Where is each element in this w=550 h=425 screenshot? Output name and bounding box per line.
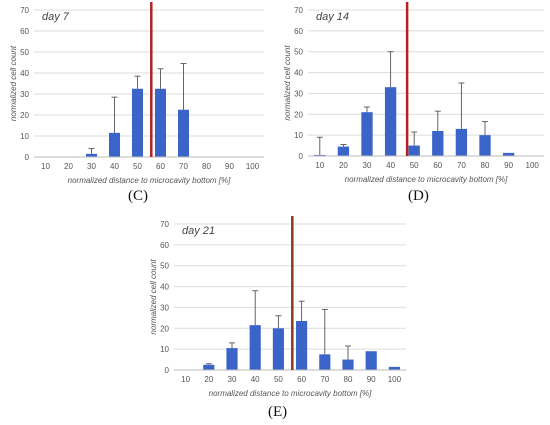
bar bbox=[455, 128, 468, 156]
bar bbox=[177, 109, 190, 157]
y-tick-label: 40 bbox=[20, 69, 29, 78]
bar bbox=[85, 153, 98, 157]
x-tick-label: 40 bbox=[110, 162, 119, 171]
bar bbox=[479, 135, 491, 156]
x-tick-label: 10 bbox=[181, 375, 190, 384]
panel-label-e: (E) bbox=[268, 404, 288, 420]
bar bbox=[226, 348, 238, 370]
bar bbox=[319, 354, 331, 370]
bar bbox=[388, 366, 400, 370]
x-tick-label: 30 bbox=[363, 161, 372, 170]
y-tick-label: 60 bbox=[294, 27, 303, 36]
y-tick-label: 30 bbox=[20, 90, 29, 99]
x-tick-label: 70 bbox=[179, 162, 188, 171]
y-tick-label: 70 bbox=[20, 6, 29, 15]
x-axis-label: normalized distance to microcavity botto… bbox=[68, 176, 232, 185]
y-tick-label: 10 bbox=[20, 132, 29, 141]
x-tick-label: 60 bbox=[297, 375, 306, 384]
y-tick-label: 40 bbox=[160, 283, 169, 292]
bar bbox=[361, 112, 373, 156]
bar bbox=[342, 359, 354, 370]
x-tick-label: 80 bbox=[344, 375, 353, 384]
bar bbox=[108, 132, 121, 157]
y-tick-label: 20 bbox=[20, 111, 29, 120]
bar bbox=[296, 320, 308, 370]
x-tick-label: 30 bbox=[87, 162, 96, 171]
x-tick-label: 60 bbox=[156, 162, 165, 171]
y-tick-label: 60 bbox=[160, 241, 169, 250]
x-tick-label: 60 bbox=[433, 161, 442, 170]
y-tick-label: 20 bbox=[160, 324, 169, 333]
y-tick-label: 30 bbox=[160, 303, 169, 312]
x-tick-label: 100 bbox=[526, 161, 540, 170]
y-tick-label: 10 bbox=[160, 345, 169, 354]
x-tick-label: 40 bbox=[386, 161, 395, 170]
bar bbox=[314, 154, 326, 156]
x-tick-label: 30 bbox=[228, 375, 237, 384]
panel-label-d: (D) bbox=[408, 188, 429, 204]
x-tick-label: 100 bbox=[246, 162, 260, 171]
y-tick-label: 0 bbox=[165, 366, 170, 375]
x-tick-label: 40 bbox=[251, 375, 260, 384]
bar bbox=[384, 87, 397, 156]
y-tick-label: 40 bbox=[294, 69, 303, 78]
bar bbox=[272, 328, 284, 370]
y-tick-label: 0 bbox=[299, 152, 304, 161]
x-tick-label: 10 bbox=[315, 161, 324, 170]
y-tick-label: 0 bbox=[25, 153, 30, 162]
x-tick-label: 80 bbox=[202, 162, 211, 171]
chart-day-21: 0 10 20 30 40 50 60 70 10 20 30 40 50 60 70 80 90 100 day … bbox=[149, 216, 406, 398]
x-tick-label: 90 bbox=[367, 375, 376, 384]
bar bbox=[203, 364, 215, 370]
chart-title: day 14 bbox=[316, 11, 349, 23]
x-tick-label: 50 bbox=[410, 161, 419, 170]
y-tick-label: 20 bbox=[294, 110, 303, 119]
bar bbox=[131, 88, 144, 157]
x-tick-label: 20 bbox=[204, 375, 213, 384]
y-axis-label: normalized cell count bbox=[9, 45, 18, 121]
y-axis-label: normalized cell count bbox=[283, 45, 292, 121]
x-tick-label: 70 bbox=[457, 161, 466, 170]
bar bbox=[249, 325, 261, 370]
y-tick-label: 50 bbox=[294, 48, 303, 57]
x-axis-label: normalized distance to microcavity botto… bbox=[345, 175, 509, 184]
y-tick-label: 70 bbox=[160, 220, 169, 229]
x-tick-label: 80 bbox=[481, 161, 490, 170]
y-tick-label: 60 bbox=[20, 27, 29, 36]
bar bbox=[502, 152, 515, 156]
chart-day-14: 0 10 20 30 40 50 60 70 10 20 30 40 50 60 70 80 90 100 day … bbox=[283, 2, 544, 184]
x-tick-label: 90 bbox=[225, 162, 234, 171]
y-tick-label: 50 bbox=[160, 262, 169, 271]
x-axis-label: normalized distance to microcavity botto… bbox=[209, 389, 373, 398]
x-tick-label: 90 bbox=[504, 161, 513, 170]
y-tick-label: 70 bbox=[294, 6, 303, 15]
y-axis-label: normalized cell count bbox=[149, 259, 158, 335]
y-tick-label: 50 bbox=[20, 48, 29, 57]
panel-label-c: (C) bbox=[128, 188, 148, 204]
bar bbox=[365, 351, 377, 370]
y-tick-label: 30 bbox=[294, 89, 303, 98]
bar bbox=[154, 88, 167, 157]
x-tick-label: 70 bbox=[320, 375, 329, 384]
bar bbox=[432, 130, 444, 156]
x-tick-label: 10 bbox=[41, 162, 50, 171]
bar bbox=[337, 146, 350, 156]
chart-title: day 21 bbox=[182, 225, 215, 237]
y-tick-label: 10 bbox=[294, 131, 303, 140]
x-tick-label: 50 bbox=[133, 162, 142, 171]
chart-day-7: 0 10 20 30 40 50 60 70 10 20 30 40 50 60 70 80 90 100 day … bbox=[9, 2, 264, 185]
x-tick-label: 50 bbox=[274, 375, 283, 384]
x-tick-label: 20 bbox=[64, 162, 73, 171]
x-tick-label: 20 bbox=[339, 161, 348, 170]
bar bbox=[408, 145, 420, 156]
x-tick-label: 100 bbox=[388, 375, 402, 384]
chart-title: day 7 bbox=[42, 11, 70, 23]
